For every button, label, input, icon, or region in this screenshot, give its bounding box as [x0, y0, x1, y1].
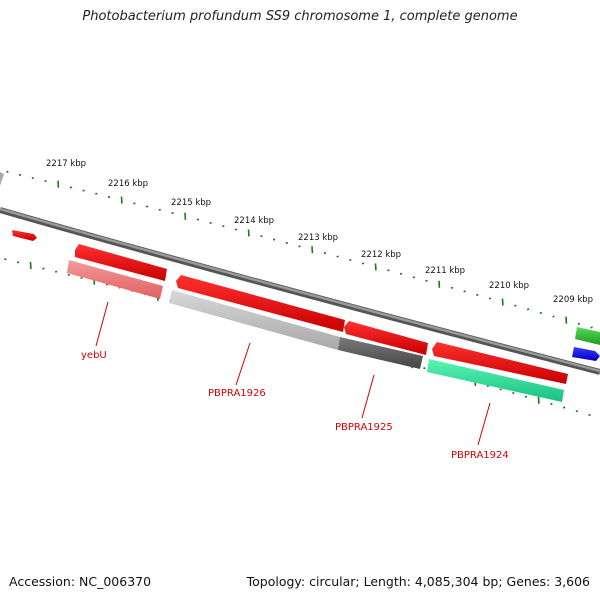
ruler-label-2211: 2211 kbp — [425, 266, 465, 276]
gene-forward-2[interactable] — [176, 275, 345, 332]
ruler-label-2213: 2213 kbp — [298, 233, 338, 243]
leader-PBPRA1926 — [235, 342, 251, 386]
map-title: Photobacterium profundum SS9 chromosome … — [82, 9, 518, 24]
gene-label-yebU[interactable]: yebU — [81, 350, 107, 361]
accession-text: Accession: NC_006370 — [9, 574, 152, 589]
leader-PBPRA1925 — [361, 374, 375, 419]
genome-summary-text: Topology: circular; Length: 4,085,304 bp… — [246, 574, 590, 589]
ruler-label-2215: 2215 kbp — [171, 198, 211, 208]
gene-blue-edge[interactable] — [572, 347, 600, 361]
outer-ruler-ticks — [6, 170, 593, 329]
ruler-label-2216: 2216 kbp — [108, 179, 148, 189]
ruler-label-2209: 2209 kbp — [553, 295, 593, 305]
gene-label-PBPRA1925[interactable]: PBPRA1925 — [335, 422, 393, 433]
ruler-label-2214: 2214 kbp — [234, 216, 274, 226]
gene-label-PBPRA1924[interactable]: PBPRA1924 — [451, 450, 509, 461]
gene-PBPRA1924[interactable] — [427, 359, 564, 402]
gene-PBPRA1925[interactable] — [338, 337, 423, 369]
ruler-label-2210: 2210 kbp — [489, 281, 529, 291]
ruler-label-2212: 2212 kbp — [361, 250, 401, 260]
edge-gene-stub[interactable] — [0, 172, 4, 186]
gene-forward-small[interactable] — [12, 230, 37, 241]
gene-label-PBPRA1926[interactable]: PBPRA1926 — [208, 388, 266, 399]
gene-forward-4[interactable] — [432, 342, 568, 384]
gene-PBPRA1926[interactable] — [169, 290, 340, 350]
leader-PBPRA1924 — [477, 402, 491, 446]
gene-forward-1[interactable] — [75, 244, 167, 281]
leader-yebU — [95, 301, 109, 347]
gene-yebU[interactable] — [67, 260, 163, 299]
backbone-highlight — [0, 207, 600, 373]
gene-green-edge[interactable] — [575, 327, 600, 345]
ruler-label-2217: 2217 kbp — [46, 159, 86, 169]
gene-forward-3[interactable] — [344, 321, 428, 355]
